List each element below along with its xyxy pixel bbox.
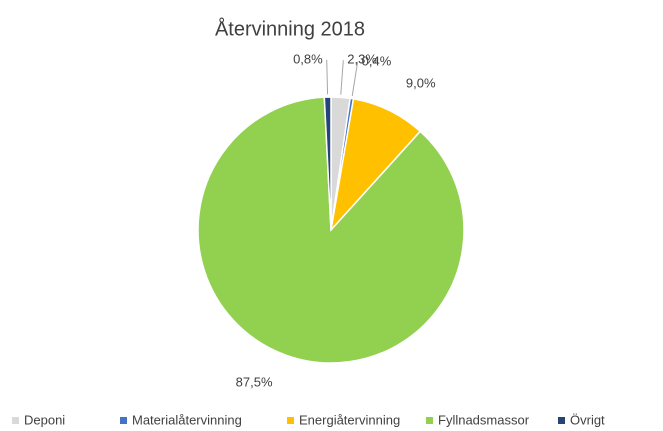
legend-swatch xyxy=(287,417,294,424)
data-label: 0,8% xyxy=(293,51,323,66)
data-label: 9,0% xyxy=(406,76,436,91)
legend-label: Deponi xyxy=(24,412,65,427)
data-label: 2,3% xyxy=(347,52,377,67)
data-label: 0,4% xyxy=(362,53,392,68)
legend-swatch xyxy=(558,417,565,424)
leader-line xyxy=(326,59,329,95)
leader-line xyxy=(351,61,359,97)
legend-swatch xyxy=(426,417,433,424)
legend-swatch xyxy=(12,417,19,424)
data-label: 87,5% xyxy=(236,374,273,389)
pie-slice xyxy=(197,96,465,364)
legend-label: Materialåtervinning xyxy=(132,412,242,427)
legend-swatch xyxy=(120,417,127,424)
legend-label: Övrigt xyxy=(570,412,605,427)
leader-line xyxy=(340,60,344,95)
pie-slice xyxy=(323,96,332,231)
legend-label: Energiåtervinning xyxy=(299,412,400,427)
legend-label: Fyllnadsmassor xyxy=(438,412,530,427)
chart-title: Återvinning 2018 xyxy=(215,17,365,40)
